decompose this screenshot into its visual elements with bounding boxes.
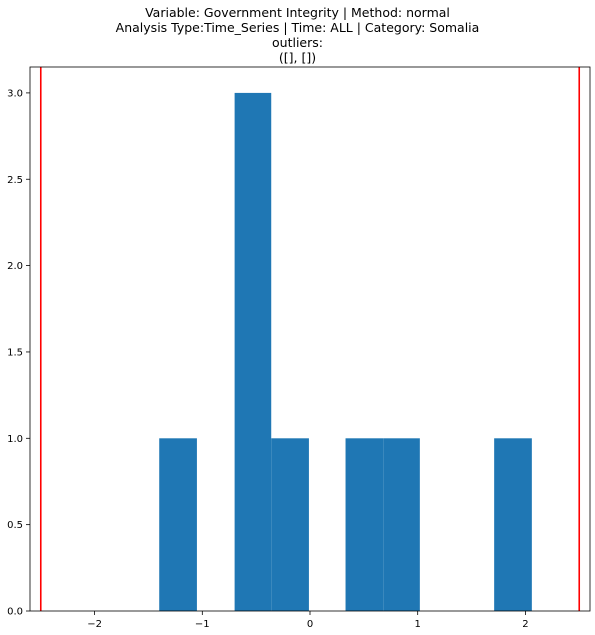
y-tick-label: 0.0 — [7, 607, 23, 618]
threshold-lines-group — [39, 67, 581, 611]
bars-group — [159, 92, 532, 611]
y-axis: 0.0 0.5 1.0 1.5 2.0 2.5 3.0 — [7, 88, 30, 618]
y-tick-label: 2.5 — [7, 175, 23, 186]
x-tick-label: −2 — [87, 619, 102, 630]
title-line-1: Variable: Government Integrity | Method:… — [145, 5, 450, 20]
y-tick-label: 2.0 — [7, 261, 23, 272]
histogram-bar — [159, 438, 197, 611]
chart-title: Variable: Government Integrity | Method:… — [0, 5, 595, 65]
title-line-4: ([], []) — [278, 50, 317, 65]
title-line-3: outliers: — [272, 35, 323, 50]
y-tick-label: 0.5 — [7, 520, 23, 531]
x-tick-label: 0 — [307, 619, 313, 630]
y-tick-label: 3.0 — [7, 88, 23, 99]
histogram-bar — [345, 438, 384, 611]
y-tick-label: 1.0 — [7, 434, 23, 445]
histogram-bar — [383, 438, 420, 611]
x-tick-label: 2 — [522, 619, 528, 630]
x-tick-label: −1 — [195, 619, 210, 630]
histogram-bar — [234, 92, 272, 611]
title-line-2: Analysis Type:Time_Series | Time: ALL | … — [115, 20, 480, 35]
histogram-bar — [494, 438, 532, 611]
histogram-bar — [271, 438, 309, 611]
x-tick-label: 1 — [415, 619, 421, 630]
x-axis: −2 −1 0 1 2 — [87, 611, 529, 630]
y-tick-label: 1.5 — [7, 347, 23, 358]
